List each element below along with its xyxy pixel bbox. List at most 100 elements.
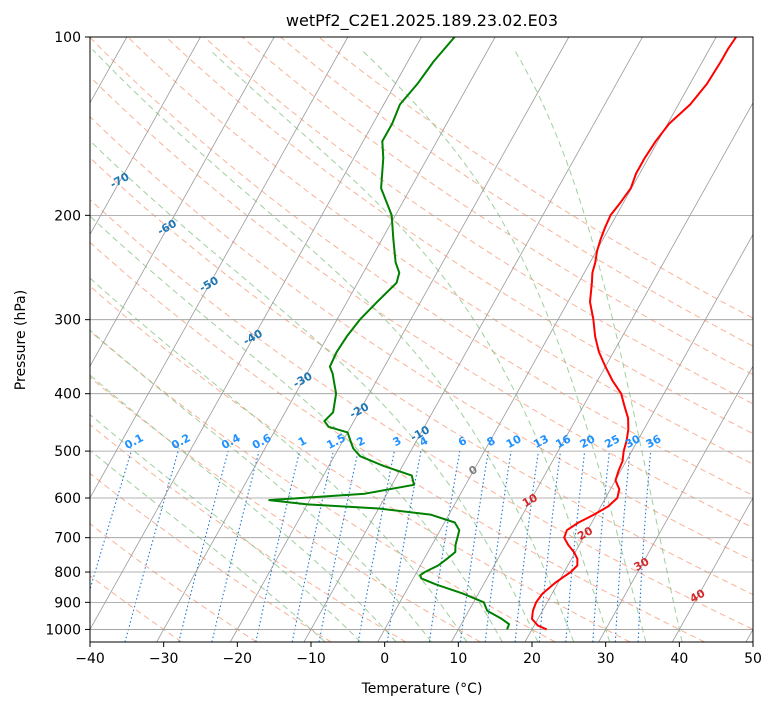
dewpoint-profile bbox=[268, 37, 511, 630]
mixing-ratio-line bbox=[428, 451, 461, 642]
isotherm-label: -30 bbox=[291, 369, 315, 390]
mixing-ratio-label: 0.4 bbox=[219, 431, 243, 452]
y-tick-label: 200 bbox=[54, 208, 81, 224]
mixing-ratio-line bbox=[637, 451, 652, 642]
x-tick-label: 30 bbox=[597, 651, 615, 667]
mixing-ratio-label: 16 bbox=[553, 432, 573, 451]
dry-adiabat-line bbox=[90, 424, 407, 642]
isotherm-line bbox=[303, 37, 643, 642]
isotherm-label: 0 bbox=[467, 463, 480, 478]
isotherm-label: -50 bbox=[197, 274, 221, 295]
isotherm-label: -90 bbox=[7, 87, 31, 108]
y-tick-label: 700 bbox=[54, 531, 81, 547]
mixing-ratio-label: 13 bbox=[531, 432, 551, 451]
mixing-ratio-line bbox=[459, 451, 489, 642]
mixing-ratio-line bbox=[484, 451, 512, 642]
mixing-ratio-line bbox=[211, 450, 260, 642]
mixing-ratio-label: 6 bbox=[456, 434, 469, 449]
chart-title: wetPf2_C2E1.2025.189.23.02.E03 bbox=[286, 11, 558, 31]
x-tick-label: −20 bbox=[223, 651, 253, 667]
dry-adiabat-line bbox=[90, 330, 556, 642]
moist-adiabat-line bbox=[513, 49, 683, 642]
mixing-ratio-line bbox=[614, 451, 631, 642]
guide-lines bbox=[90, 37, 753, 642]
isotherm-line bbox=[671, 496, 753, 642]
mixing-ratio-label: 30 bbox=[623, 432, 643, 451]
isotherm-line bbox=[377, 37, 717, 642]
moist-adiabat-line bbox=[90, 449, 326, 642]
y-axis-title: Pressure (hPa) bbox=[13, 290, 29, 390]
x-tick-label: 40 bbox=[670, 651, 688, 667]
dry-adiabat-line bbox=[90, 472, 332, 642]
isotherm-line bbox=[598, 365, 753, 642]
dry-adiabat-line bbox=[280, 37, 753, 347]
mixing-ratio-line bbox=[291, 450, 334, 642]
x-tick-label: 10 bbox=[449, 651, 467, 667]
isotherm-line bbox=[90, 37, 275, 367]
isotherm-label: 10 bbox=[520, 491, 540, 510]
dry-adiabat-line bbox=[90, 37, 753, 497]
profile-series bbox=[268, 37, 737, 631]
mixing-ratio-line bbox=[538, 451, 562, 642]
x-tick-label: −10 bbox=[296, 651, 326, 667]
x-tick-label: −40 bbox=[75, 651, 105, 667]
x-axis-title: Temperature (°C) bbox=[361, 681, 483, 697]
mixing-ratio-label: 20 bbox=[578, 432, 598, 451]
dry-adiabat-line bbox=[127, 37, 753, 465]
isotherm-line bbox=[524, 233, 753, 642]
dry-adiabat-line bbox=[90, 285, 631, 642]
y-tick-label: 100 bbox=[54, 30, 81, 46]
mixing-ratio-line bbox=[318, 450, 359, 642]
moist-adiabat-line bbox=[90, 329, 432, 642]
mixing-ratio-line bbox=[255, 450, 301, 642]
mixing-ratio-line bbox=[124, 450, 179, 642]
x-tick-label: 50 bbox=[744, 651, 762, 667]
dry-adiabat-line bbox=[90, 75, 753, 529]
mixing-ratio-line bbox=[592, 451, 610, 642]
dry-adiabat-line bbox=[165, 37, 753, 435]
mixing-ratio-label: 1.5 bbox=[324, 431, 347, 452]
plot-frame bbox=[89, 36, 754, 643]
mixing-ratio-label: 25 bbox=[602, 432, 622, 451]
line-annotations: -100-90-80-70-60-50-40-30-20-10010203040… bbox=[7, 87, 708, 606]
isotherm-label: -70 bbox=[108, 170, 132, 191]
moist-adiabat-line bbox=[360, 49, 647, 642]
x-tick-label: 0 bbox=[380, 651, 389, 667]
moist-adiabat-line bbox=[90, 215, 503, 642]
y-tick-label: 400 bbox=[54, 387, 81, 403]
mixing-ratio-line bbox=[386, 451, 422, 642]
dry-adiabat-line bbox=[90, 198, 753, 630]
isotherm-label: -80 bbox=[59, 125, 83, 146]
moist-adiabat-line bbox=[209, 49, 611, 642]
mixing-ratio-label: 0.2 bbox=[169, 431, 192, 452]
isotherm-line bbox=[229, 37, 570, 642]
moist-adiabat-line bbox=[92, 49, 575, 642]
grid-lines bbox=[90, 37, 753, 642]
isotherm-line bbox=[90, 37, 349, 499]
dry-adiabat-line bbox=[203, 37, 753, 405]
mixing-ratio-line bbox=[565, 451, 586, 642]
dry-adiabat-line bbox=[90, 116, 753, 562]
x-tick-label: 20 bbox=[523, 651, 541, 667]
isotherm-line bbox=[90, 37, 422, 631]
dry-adiabat-line bbox=[90, 523, 257, 642]
dry-adiabat-line bbox=[90, 157, 753, 596]
isotherm-label: -40 bbox=[241, 327, 265, 348]
mixing-ratio-label: 36 bbox=[644, 432, 664, 451]
moist-adiabat-line bbox=[90, 277, 468, 642]
mixing-ratio-label: 10 bbox=[504, 432, 524, 451]
mixing-ratio-label: 0.1 bbox=[122, 431, 145, 452]
y-tick-label: 800 bbox=[54, 565, 81, 581]
isotherm-line bbox=[90, 37, 201, 236]
isotherm-line bbox=[156, 37, 496, 642]
axis-ticks: −40 −30 −20 −10 0 10 20 30 40 5010020030040050060… bbox=[45, 30, 762, 667]
isotherm-line bbox=[745, 628, 753, 642]
x-tick-label: −30 bbox=[149, 651, 179, 667]
isotherm-label: 30 bbox=[632, 555, 652, 574]
moist-adiabat-line bbox=[90, 140, 539, 642]
y-tick-label: 300 bbox=[54, 313, 81, 329]
mixing-ratio-line bbox=[90, 450, 132, 592]
dry-adiabat-line bbox=[90, 376, 481, 642]
mixing-ratio-line bbox=[178, 450, 229, 642]
